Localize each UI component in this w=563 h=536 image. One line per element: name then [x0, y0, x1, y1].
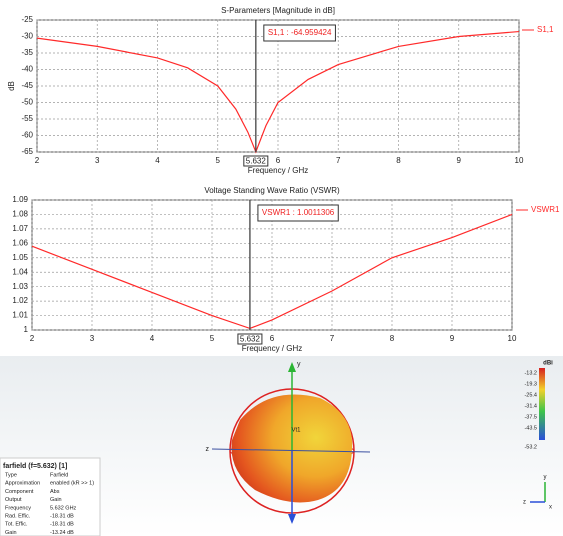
marker-x-label: 5.632: [240, 335, 261, 344]
y-axis-title: dB: [7, 81, 16, 91]
y-tick-label: -30: [21, 32, 33, 41]
screenshot: -65 -60 -55 -50 -45 -40 -35 -30 -25 2 3 4 5 6 7 8 9 10 S-P…: [0, 0, 563, 536]
legend-label: VSWR1: [531, 205, 560, 214]
y-tick-label: -65: [21, 147, 33, 156]
x-tick-label: 7: [330, 334, 335, 343]
property-name: Component: [5, 489, 34, 495]
property-value: 5.632 GHz: [50, 505, 77, 511]
y-tick-label: 1.05: [12, 253, 28, 262]
property-name: Tot. Effic.: [5, 522, 28, 528]
scale-label: -31.4: [524, 403, 537, 409]
marker-label: VSWR1 : 1.0011306: [262, 208, 335, 217]
scale-label: -43.5: [524, 425, 537, 431]
x-tick-label: 3: [90, 334, 95, 343]
property-name: Output: [5, 497, 22, 503]
property-value: Farfield: [50, 472, 68, 478]
property-name: Rad. Effic.: [5, 513, 31, 519]
scale-unit: dBi: [543, 361, 553, 367]
y-tick-label: 1.01: [12, 311, 28, 320]
axis-label: y: [297, 361, 301, 368]
property-name: Approximation: [5, 481, 40, 487]
x-tick-label: 8: [390, 334, 395, 343]
triad-label: x: [549, 505, 552, 511]
chart-title: Voltage Standing Wave Ratio (VSWR): [204, 186, 340, 195]
info-title: farfield (f=5.632) [1]: [3, 463, 67, 470]
chart-title: S-Parameters [Magnitude in dB]: [221, 6, 335, 15]
y-tick-label: 1: [24, 325, 29, 334]
x-tick-label: 4: [155, 156, 160, 165]
y-tick-label: -55: [21, 114, 33, 123]
y-tick-label: -25: [21, 15, 33, 24]
x-tick-label: 6: [270, 334, 275, 343]
x-tick-label: 10: [515, 156, 524, 165]
y-tick-label: -60: [21, 131, 33, 140]
x-tick-label: 3: [95, 156, 100, 165]
property-name: Type: [5, 472, 17, 478]
y-tick-label: 1.04: [12, 267, 28, 276]
property-value: -18.31 dB: [50, 522, 74, 528]
x-tick-label: 10: [508, 334, 517, 343]
y-tick-label: -35: [21, 48, 33, 57]
x-tick-label: 6: [276, 156, 281, 165]
y-tick-label: -40: [21, 65, 33, 74]
color-bar: [539, 368, 545, 440]
x-axis-title: Frequency / GHz: [248, 166, 308, 175]
scale-label: -19.3: [524, 381, 537, 387]
y-tick-label: 1.09: [12, 195, 28, 204]
x-tick-label: 5: [210, 334, 215, 343]
x-tick-label: 9: [457, 156, 462, 165]
x-tick-label: 5: [216, 156, 221, 165]
y-tick-label: 1.02: [12, 296, 28, 305]
y-tick-label: -50: [21, 98, 33, 107]
y-tick-label: 1.08: [12, 210, 28, 219]
legend-label: S1,1: [537, 25, 554, 34]
scale-label: -13.2: [524, 370, 537, 376]
x-tick-label: 4: [150, 334, 155, 343]
farfield-view: z y Vt1 dBi -13.2 -19.3 -25.4 -31.4 -37.5 -43…: [0, 356, 563, 536]
scale-label: -25.4: [524, 392, 537, 398]
charts: -65 -60 -55 -50 -45 -40 -35 -30 -25 2 3 4 5 6 7 8 9 10 S-P…: [7, 6, 560, 353]
property-name: Frequency: [5, 505, 31, 511]
scale-label: -53.2: [524, 444, 537, 450]
x-tick-label: 7: [336, 156, 341, 165]
marker-x-label: 5.632: [246, 157, 267, 166]
x-tick-label: 2: [35, 156, 40, 165]
axis-label: z: [206, 446, 210, 453]
property-value: enabled (kR >> 1): [50, 481, 94, 487]
property-value: Gain: [50, 497, 62, 503]
scale-label: -37.5: [524, 414, 537, 420]
y-tick-label: -45: [21, 81, 33, 90]
triad-label: z: [523, 500, 526, 506]
y-tick-label: 1.03: [12, 282, 28, 291]
x-tick-label: 9: [450, 334, 455, 343]
x-axis-title: Frequency / GHz: [242, 344, 302, 353]
property-value: -13.24 dB: [50, 530, 74, 536]
property-value: -18.31 dB: [50, 513, 74, 519]
x-tick-label: 2: [30, 334, 35, 343]
center-label: Vt1: [291, 428, 301, 434]
y-tick-label: 1.07: [12, 224, 28, 233]
marker-label: S1,1 : -64.959424: [268, 28, 332, 37]
property-value: Abs: [50, 489, 60, 495]
y-tick-label: 1.06: [12, 238, 28, 247]
x-tick-label: 8: [396, 156, 401, 165]
triad-label: y: [544, 475, 547, 481]
property-name: Gain: [5, 530, 17, 536]
